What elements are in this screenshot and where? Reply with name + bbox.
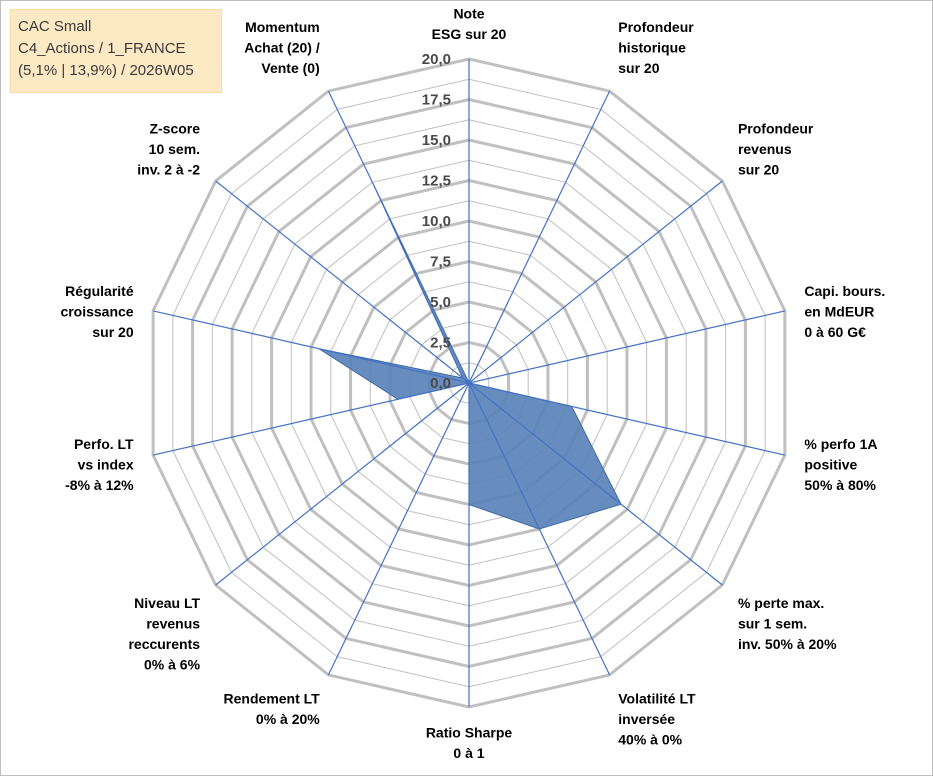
info-line-3: (5,1% | 13,9%) / 2026W05 (18, 62, 194, 79)
axis-label: 10 sem. (149, 141, 200, 157)
axis-label: historique (618, 39, 686, 55)
axis-label: revenus (738, 141, 792, 157)
axis-label: 50% à 80% (804, 477, 876, 493)
axis-label: ESG sur 20 (432, 26, 507, 42)
axis-label: inversée (618, 711, 675, 727)
axis-spoke (215, 382, 470, 586)
axis-spoke (327, 382, 470, 676)
info-line-2: C4_Actions / 1_FRANCE (18, 40, 186, 57)
axis-spoke (468, 382, 723, 586)
radial-tick-label: 2,5 (430, 335, 451, 352)
axis-label: positive (804, 457, 857, 473)
radial-tick-label: 10,0 (422, 213, 451, 230)
axis-label: Profondeur (738, 120, 814, 136)
axis-label: Volatilité LT (618, 690, 696, 706)
axis-label: 0% à 20% (256, 711, 320, 727)
axis-label: sur 20 (92, 324, 133, 340)
axis-label: % perte max. (738, 595, 824, 611)
axis-spoke (152, 382, 470, 456)
axis-label: revenus (146, 615, 200, 631)
radial-tick-label: 12,5 (422, 173, 451, 190)
axis-label: Vente (0) (261, 60, 319, 76)
axis-label: Achat (20) / (244, 39, 320, 55)
axis-label: sur 20 (618, 60, 659, 76)
chart-info-box: CAC Small C4_Actions / 1_FRANCE (5,1% | … (10, 9, 222, 93)
axis-label: -8% à 12% (65, 477, 134, 493)
data-series-area (318, 185, 622, 530)
axis-label: Profondeur (618, 19, 694, 35)
axis-label: Ratio Sharpe (426, 724, 513, 740)
axis-spoke (468, 382, 786, 456)
axis-spoke (327, 90, 470, 384)
axis-label: inv. 2 à -2 (137, 161, 200, 177)
axis-label: inv. 50% à 20% (738, 636, 837, 652)
axis-label: Momentum (245, 19, 320, 35)
radial-tick-label: 17,5 (422, 92, 451, 109)
axis-label: Régularité (65, 283, 134, 299)
axis-label: 0 à 1 (453, 745, 484, 761)
axis-label: Perfo. LT (74, 436, 134, 452)
axis-spoke (468, 180, 723, 384)
axis-label: reccurents (128, 636, 200, 652)
axis-label: 0% à 6% (144, 656, 201, 672)
axis-label: 40% à 0% (618, 731, 682, 747)
radial-tick-label: 15,0 (422, 132, 451, 149)
axis-spoke (468, 90, 611, 384)
axis-spoke (468, 310, 786, 384)
axis-spoke (215, 180, 470, 384)
axis-label: en MdEUR (804, 304, 874, 320)
axis-label: % perfo 1A (804, 436, 877, 452)
axis-label: Note (453, 5, 484, 21)
radial-tick-label: 7,5 (430, 254, 451, 271)
axis-label: croissance (60, 304, 133, 320)
axis-label: sur 1 sem. (738, 615, 807, 631)
axis-label: sur 20 (738, 161, 779, 177)
axis-label: Rendement LT (224, 690, 321, 706)
axis-label: Z-score (149, 120, 200, 136)
radial-tick-label: 20,0 (422, 51, 451, 68)
axis-label: Capi. bours. (804, 283, 885, 299)
radial-tick-label: 0,0 (430, 375, 451, 392)
axis-spoke (468, 382, 611, 676)
axis-label: vs index (78, 457, 134, 473)
axis-label: Niveau LT (134, 595, 200, 611)
axis-label: 0 à 60 G€ (804, 324, 866, 340)
info-line-1: CAC Small (18, 18, 92, 35)
axis-spoke (152, 310, 470, 384)
radial-tick-label: 5,0 (430, 294, 451, 311)
